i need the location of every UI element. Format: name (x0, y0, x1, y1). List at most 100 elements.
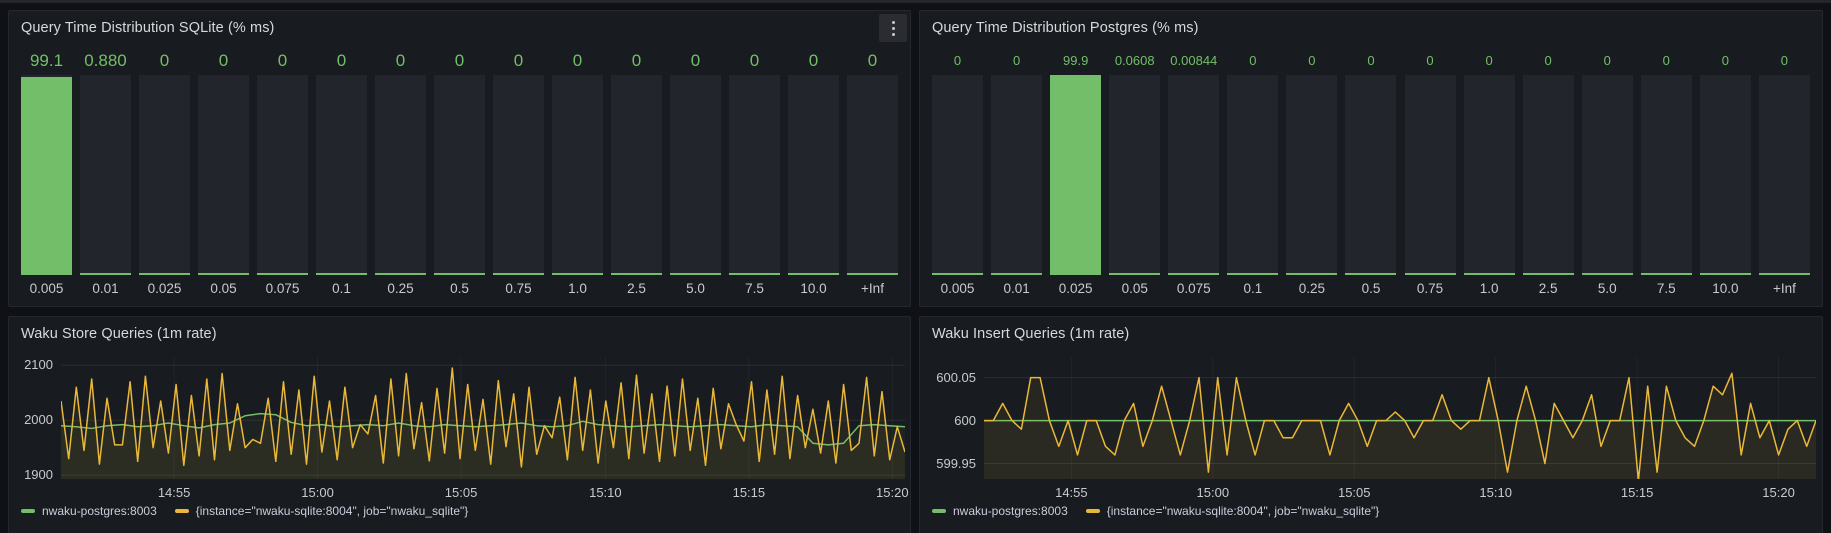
bucket-label: 0.25 (1298, 281, 1326, 296)
histogram-bar-fill (1227, 273, 1279, 275)
histogram-bar-fill (21, 76, 72, 275)
histogram-bar-fill (1286, 273, 1338, 275)
histogram-slot: 0 0.075 (253, 49, 312, 296)
y-tick-label: 2000 (24, 412, 53, 428)
histogram-bar-fill (1050, 75, 1102, 275)
histogram-slot: 0 0.75 (489, 49, 548, 296)
bar-value-label: 0 (808, 51, 819, 70)
bucket-label: 5.0 (686, 281, 705, 296)
panel-waku-insert-queries: Waku Insert Queries (1m rate) 600.05 600 5… (919, 316, 1823, 533)
bar-value-label: 0.0608 (1114, 53, 1155, 68)
bucket-label: 0.05 (1121, 281, 1148, 296)
bucket-label: 0.05 (210, 281, 237, 296)
bar-value-label: 0 (1721, 53, 1729, 68)
histogram-bar (611, 75, 662, 275)
histogram-bar-fill (991, 273, 1043, 275)
histogram-bar-fill (1404, 273, 1456, 275)
histogram-slot: 0 0.75 (1401, 49, 1460, 296)
bucket-label: 1.0 (1479, 281, 1499, 296)
bucket-label: 10.0 (800, 281, 827, 296)
histogram-bar-fill (552, 273, 603, 275)
histogram-bar (1404, 75, 1456, 275)
histogram-slot: 0 0.01 (987, 49, 1046, 296)
legend-item[interactable]: nwaku-postgres:8003 (932, 504, 1068, 518)
panel-title[interactable]: Query Time Distribution Postgres (% ms) (932, 20, 1199, 36)
legend-swatch (1085, 509, 1100, 513)
histogram-slot: 0 10.0 (784, 49, 843, 296)
x-tick-label: 15:20 (1762, 485, 1795, 500)
bucket-label: 0.1 (332, 281, 351, 296)
histogram-bar (1758, 75, 1810, 275)
histogram-slot: 99.9 0.025 (1046, 49, 1105, 296)
bucket-label: 0.5 (450, 281, 469, 296)
legend-label: {instance="nwaku-sqlite:8004", job="nwak… (1106, 504, 1380, 518)
histogram-bar-fill (788, 273, 839, 275)
histogram-bar-fill (1522, 273, 1574, 275)
histogram-bar-fill (1109, 273, 1161, 275)
bucket-label: 0.75 (505, 281, 532, 296)
histogram-slot: 0 0.05 (194, 49, 253, 296)
bar-value-label: 0 (1367, 53, 1375, 68)
timeseries-plot[interactable] (61, 357, 905, 479)
histogram-bar-fill (847, 273, 898, 275)
histogram-bar (493, 75, 544, 275)
histogram-bar-fill (729, 273, 780, 275)
histogram-slot: 0 1.0 (548, 49, 607, 296)
histogram-bar (1109, 75, 1161, 275)
legend-label: {instance="nwaku-sqlite:8004", job="nwak… (195, 504, 469, 518)
bucket-label: 7.5 (745, 281, 764, 296)
histogram-bar (1286, 75, 1338, 275)
histogram-bar (316, 75, 367, 275)
legend-item[interactable]: {instance="nwaku-sqlite:8004", job="nwak… (1085, 504, 1380, 518)
panel-menu-icon[interactable] (879, 14, 907, 42)
legend-item[interactable]: nwaku-postgres:8003 (21, 504, 157, 518)
histogram-slot: 0.0608 0.05 (1105, 49, 1164, 296)
bucket-label: 10.0 (1712, 281, 1739, 296)
x-tick-label: 15:15 (732, 485, 766, 500)
histogram-bar-fill (1168, 273, 1220, 275)
y-tick-label: 600 (954, 412, 976, 428)
bar-value-label: 0 (1603, 53, 1611, 68)
x-tick-label: 15:15 (1620, 485, 1654, 500)
histogram-slot: 0 7.5 (725, 49, 784, 296)
bar-value-label: 0 (1012, 53, 1021, 68)
top-edge-strip (0, 0, 1831, 3)
bar-value-label: 0.00844 (1170, 53, 1218, 68)
histogram-bar-fill (316, 273, 367, 275)
histogram-bar (80, 75, 131, 275)
legend-swatch (174, 509, 189, 513)
panel-title[interactable]: Waku Store Queries (1m rate) (21, 326, 217, 342)
panel-title[interactable]: Query Time Distribution SQLite (% ms) (21, 20, 275, 36)
panel-title[interactable]: Waku Insert Queries (1m rate) (932, 326, 1130, 342)
panel-waku-store-queries: Waku Store Queries (1m rate) 2100 2000 190… (8, 316, 911, 533)
legend-swatch (932, 509, 946, 513)
histogram-bar (932, 75, 984, 275)
x-tick-label: 15:10 (1479, 485, 1512, 500)
histogram-bar-fill (611, 273, 662, 275)
menu-dot (891, 26, 895, 30)
bucket-label: +Inf (861, 281, 884, 296)
histogram-bar-fill (1463, 273, 1515, 275)
bar-value-label: 0 (1544, 53, 1552, 68)
bar-value-label: 0 (690, 51, 701, 70)
histogram-slot: 0 0.5 (430, 49, 489, 296)
bar-value-label: 0 (395, 51, 406, 70)
histogram-slot: 0 7.5 (1637, 49, 1696, 296)
y-tick-label: 1900 (24, 467, 53, 483)
timeseries-plot[interactable] (984, 357, 1816, 479)
histogram-bar (434, 75, 485, 275)
series-line (61, 367, 905, 468)
histogram-bar (375, 75, 426, 275)
bar-value-label: 0 (1662, 53, 1670, 68)
bar-value-label: 0 (218, 51, 229, 70)
histogram-slot: 0 5.0 (666, 49, 725, 296)
histogram-bar-fill (1699, 273, 1751, 275)
legend-item[interactable]: {instance="nwaku-sqlite:8004", job="nwak… (174, 504, 469, 518)
bar-value-label: 99.9 (1063, 53, 1089, 68)
series-area-fill (984, 420, 1816, 479)
bar-value-label: 0 (953, 53, 962, 68)
bucket-label: 2.5 (1538, 281, 1558, 296)
y-tick-label: 2100 (24, 357, 53, 373)
histogram-bar (552, 75, 603, 275)
x-tick-label: 15:00 (1196, 485, 1230, 500)
